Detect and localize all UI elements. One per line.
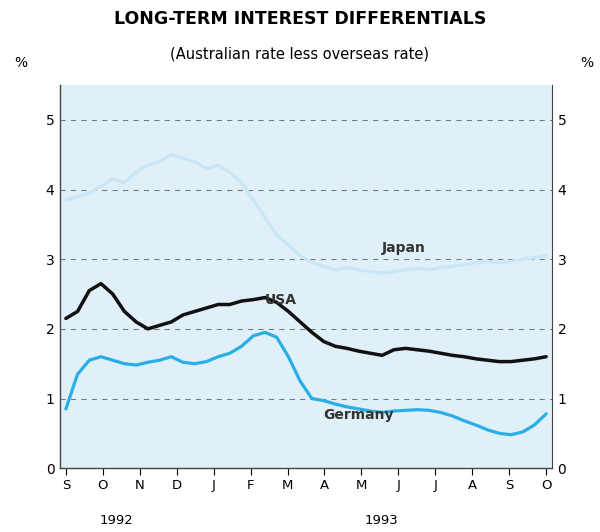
Text: %: % (580, 56, 593, 70)
Text: %: % (14, 56, 27, 70)
Text: Germany: Germany (323, 409, 394, 422)
Text: Japan: Japan (382, 242, 426, 255)
Text: 1992: 1992 (100, 514, 134, 527)
Text: (Australian rate less overseas rate): (Australian rate less overseas rate) (170, 46, 430, 61)
Text: 1993: 1993 (365, 514, 398, 527)
Text: USA: USA (265, 294, 297, 307)
Text: LONG-TERM INTEREST DIFFERENTIALS: LONG-TERM INTEREST DIFFERENTIALS (114, 10, 486, 28)
